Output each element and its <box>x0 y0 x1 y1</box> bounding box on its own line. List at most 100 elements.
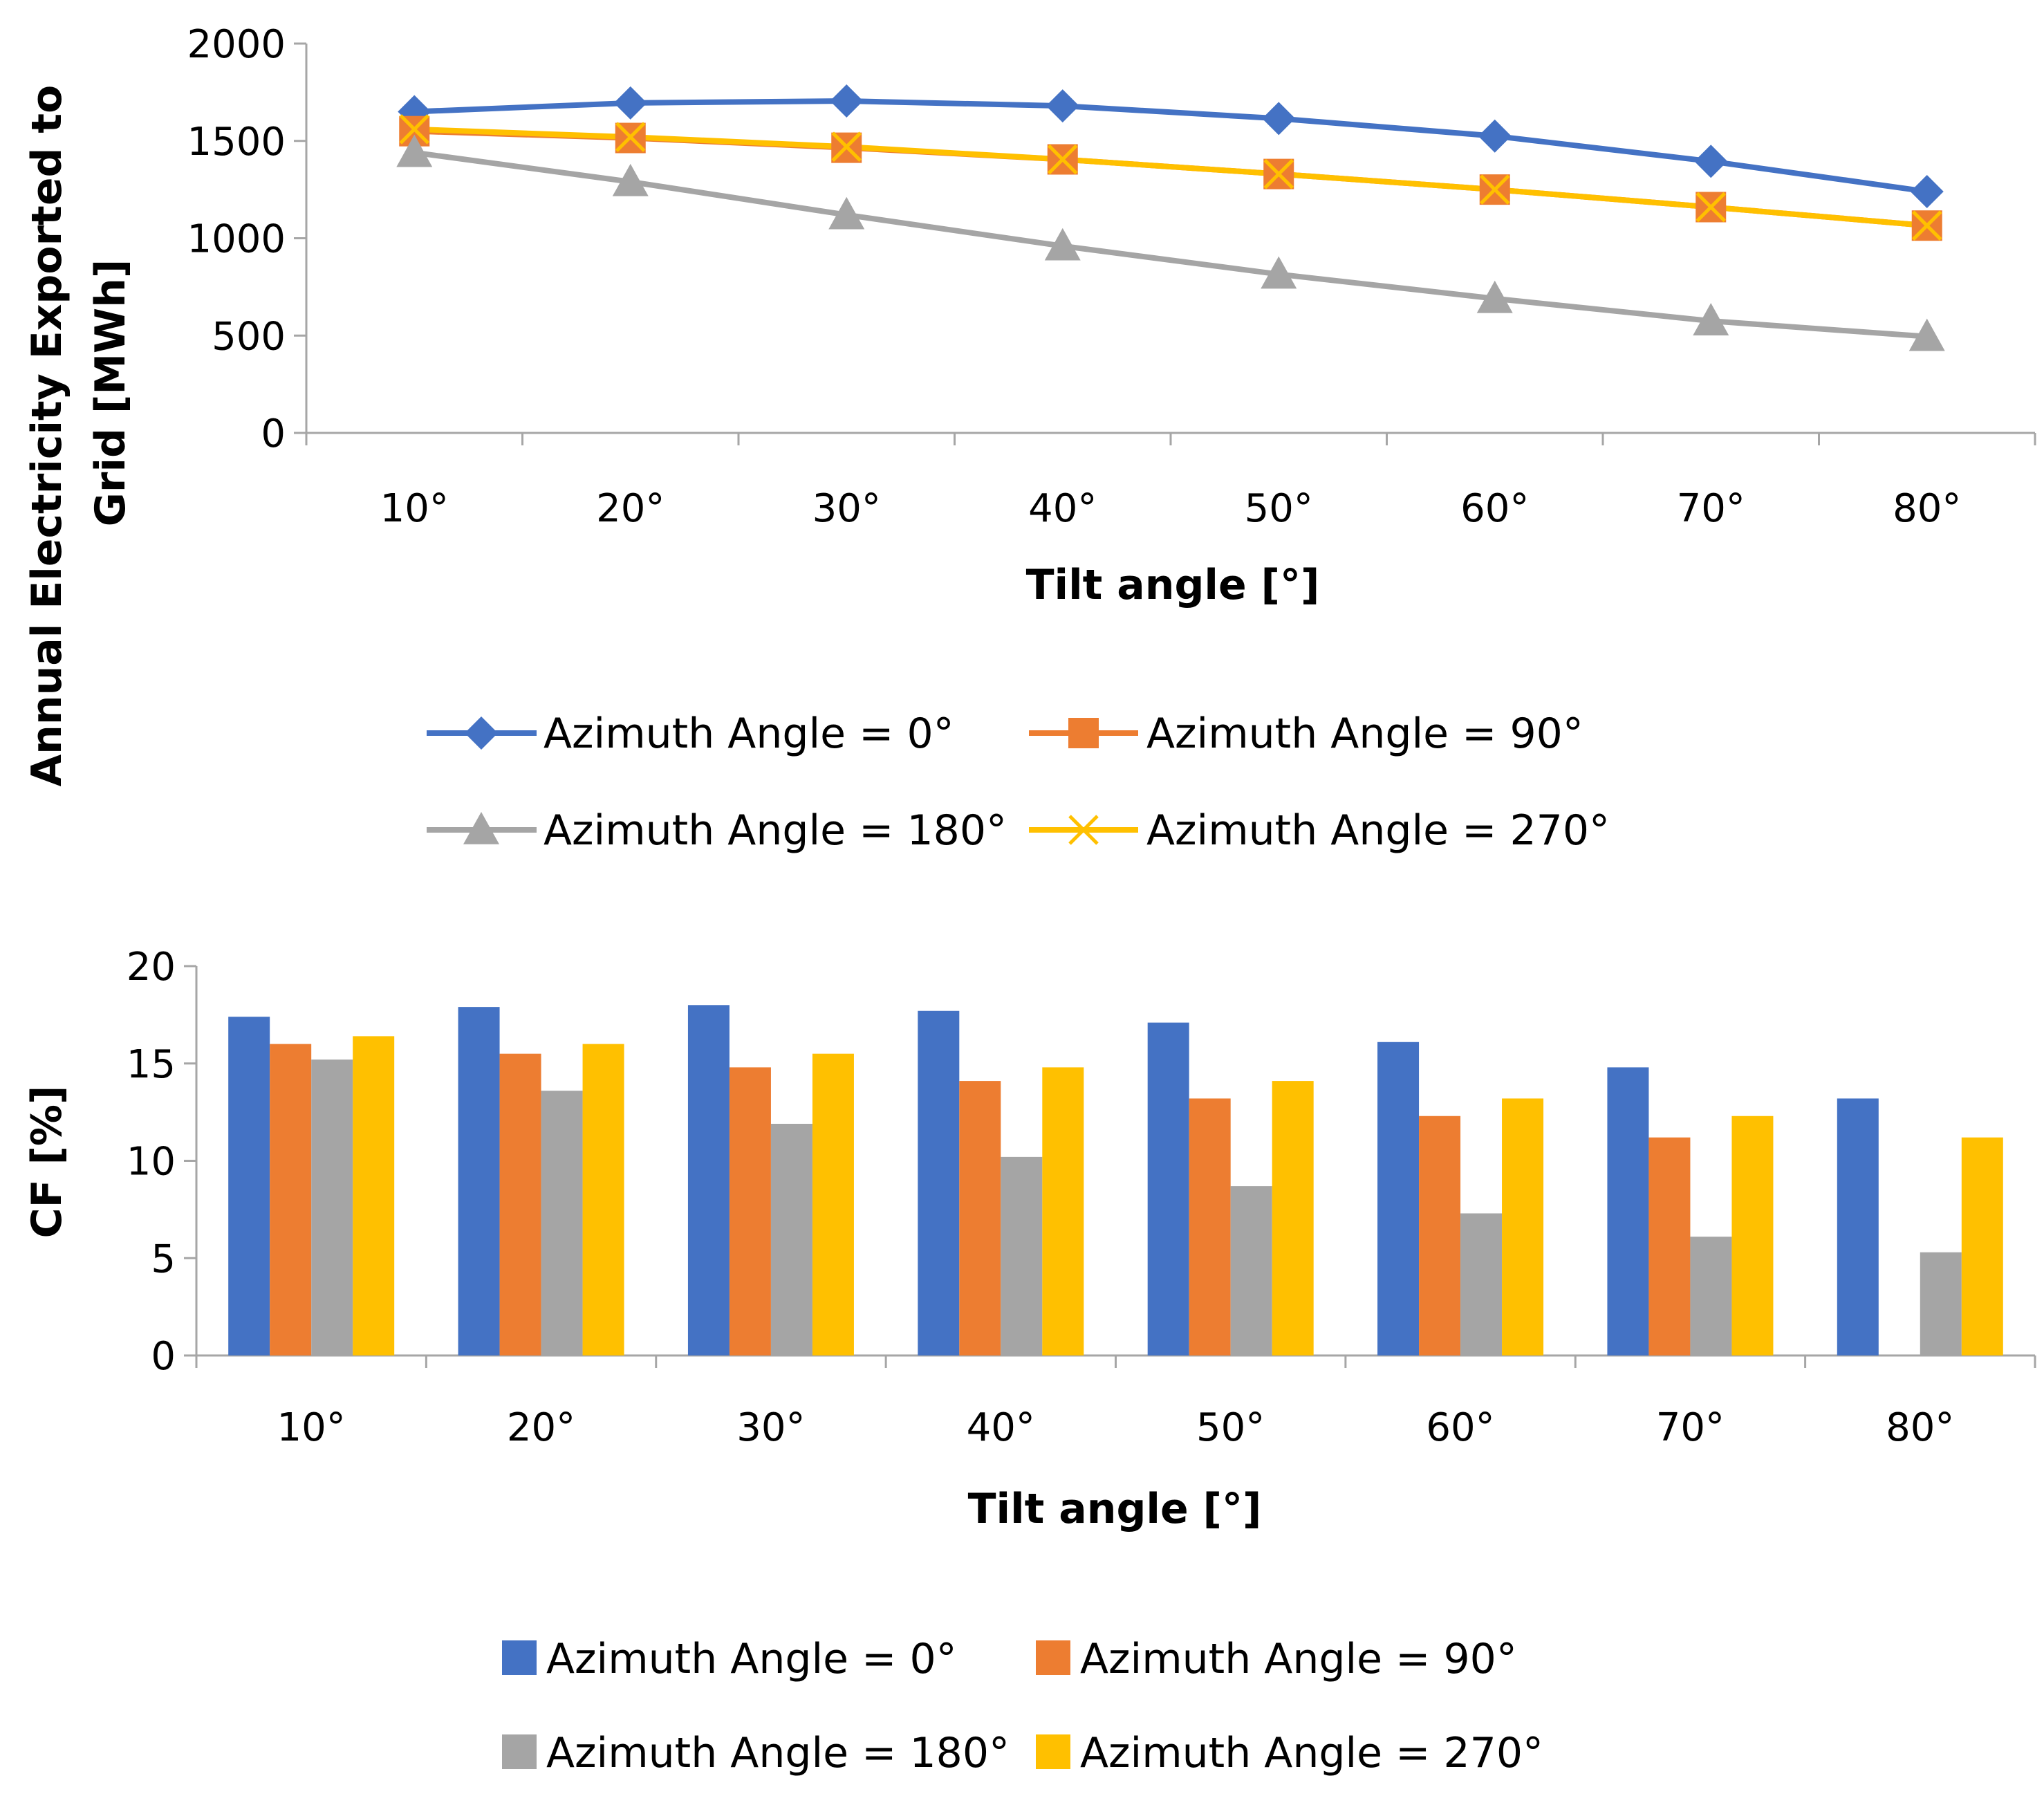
legend-item-1: Azimuth Angle = 90° <box>1029 710 1583 758</box>
legend-marker-0 <box>465 716 498 750</box>
line-y-tick-label: 1500 <box>187 120 286 165</box>
data-point-marker <box>1910 174 1944 208</box>
bar-x-tick-label: 40° <box>967 1405 1035 1450</box>
legend-label-1: Azimuth Angle = 90° <box>1146 710 1583 758</box>
bar-3 <box>353 1036 395 1355</box>
line-x-tick-label: 70° <box>1677 486 1745 531</box>
bar-legend-item-0: Azimuth Angle = 0° <box>502 1635 957 1683</box>
line-x-tick-label: 20° <box>596 486 665 531</box>
legend-marker-1 <box>1068 718 1099 748</box>
bar-x-tick-label: 20° <box>507 1405 575 1450</box>
bar-chart-x-axis-title: Tilt angle [°] <box>968 1485 1262 1533</box>
data-point-marker <box>615 122 646 152</box>
line-x-tick-label: 30° <box>812 486 881 531</box>
bar-chart: 0 5 10 15 20 10° 20° 30° 40° 50° 60° 70° 80° Tilt an… <box>23 945 2036 1777</box>
line-series-0 <box>414 98 1928 194</box>
bar-3 <box>1272 1081 1314 1355</box>
bar-legend-item-2: Azimuth Angle = 180° <box>502 1729 1010 1777</box>
data-point-marker <box>1693 303 1729 335</box>
bar-0 <box>1147 1022 1189 1355</box>
line-chart-axes <box>294 42 2036 445</box>
legend-marker-3 <box>1068 815 1099 845</box>
bar-0 <box>918 1010 960 1355</box>
legend-item-3: Azimuth Angle = 270° <box>1029 806 1610 855</box>
bar-2 <box>1001 1156 1043 1355</box>
data-point-marker <box>396 134 433 167</box>
bar-chart-y-axis-title: CF [%] <box>23 1086 71 1239</box>
bar-1 <box>1648 1137 1691 1355</box>
legend-marker-shape <box>465 716 498 750</box>
legend-label-2: Azimuth Angle = 180° <box>543 806 1007 855</box>
line-x-tick-label: 50° <box>1245 486 1313 531</box>
bar-legend-swatch-3 <box>1036 1734 1070 1769</box>
bar-x-tick-label: 80° <box>1886 1405 1954 1450</box>
bar-x-tick-label: 60° <box>1426 1405 1494 1450</box>
legend-marker-shape <box>1068 815 1099 845</box>
legend-item-2: Azimuth Angle = 180° <box>427 806 1007 855</box>
bar-2 <box>1690 1237 1732 1355</box>
bar-legend-label-3: Azimuth Angle = 270° <box>1080 1729 1543 1777</box>
bar-0 <box>687 1005 730 1355</box>
data-point-marker <box>1044 228 1081 261</box>
bar-2 <box>1230 1186 1272 1355</box>
line-chart-x-axis-title: Tilt angle [°] <box>1026 561 1320 609</box>
bar-3 <box>1042 1067 1084 1355</box>
bar-legend-label-1: Azimuth Angle = 90° <box>1080 1635 1517 1683</box>
bar-legend-item-3: Azimuth Angle = 270° <box>1036 1729 1543 1777</box>
legend-label-3: Azimuth Angle = 270° <box>1146 806 1610 855</box>
bar-x-tick-label: 50° <box>1196 1405 1265 1450</box>
data-point-marker <box>1694 145 1728 178</box>
line-x-tick-label: 80° <box>1893 486 1961 531</box>
series-line-3 <box>414 126 1928 229</box>
line-chart-tick-labels: 0 500 1000 1500 2000 10° 20° 30° 40° 50° 60° 70° 80° <box>187 22 1961 531</box>
bar-3 <box>1961 1137 2003 1355</box>
line-chart-legend: Azimuth Angle = 0° Azimuth Angle = 90° A… <box>427 710 1610 855</box>
bar-y-tick-label: 20 <box>127 945 176 990</box>
line-y-tick-label: 1000 <box>187 217 286 262</box>
bar-2 <box>1920 1252 1962 1355</box>
bar-0 <box>1607 1067 1649 1355</box>
bar-legend-item-1: Azimuth Angle = 90° <box>1036 1635 1517 1683</box>
data-point-marker <box>831 131 862 162</box>
bar-0 <box>458 1007 500 1355</box>
line-y-tick-label: 2000 <box>187 22 286 67</box>
line-series-markers-2 <box>396 134 1945 351</box>
line-y-tick-label: 500 <box>212 314 286 359</box>
bar-3 <box>1502 1098 1544 1355</box>
bar-y-tick-label: 15 <box>127 1042 176 1087</box>
series-line-2 <box>414 149 1928 340</box>
line-series-markers-3 <box>399 114 1942 241</box>
bar-y-tick-label: 0 <box>151 1334 176 1379</box>
legend-item-0: Azimuth Angle = 0° <box>427 710 954 758</box>
bar-legend-label-2: Azimuth Angle = 180° <box>546 1729 1010 1777</box>
data-point-marker <box>830 84 864 118</box>
bar-legend-swatch-0 <box>502 1640 537 1675</box>
line-series-2 <box>414 149 1928 340</box>
bar-x-tick-label: 30° <box>736 1405 805 1450</box>
bar-2 <box>1460 1213 1503 1355</box>
data-point-marker <box>1261 256 1297 289</box>
bar-x-tick-label: 10° <box>277 1405 346 1450</box>
bar-2 <box>541 1091 583 1355</box>
line-y-tick-label: 0 <box>261 411 286 456</box>
bar-chart-legend: Azimuth Angle = 0° Azimuth Angle = 90° A… <box>502 1635 1543 1777</box>
bar-chart-bars <box>228 1005 2003 1355</box>
series-line-0 <box>414 98 1928 194</box>
bar-legend-swatch-2 <box>502 1734 537 1769</box>
data-point-marker <box>612 163 649 196</box>
legend-marker-2 <box>463 812 499 844</box>
line-chart-y-axis-title-line1: Annual Electricity Exported to <box>23 85 71 787</box>
bar-3 <box>1731 1116 1774 1355</box>
bar-chart-tick-labels: 0 5 10 15 20 10° 20° 30° 40° 50° 60° 70° 80° <box>127 945 1955 1450</box>
data-point-marker <box>1046 89 1079 123</box>
bar-y-tick-label: 10 <box>127 1140 176 1185</box>
data-point-marker <box>1695 192 1727 223</box>
line-chart-series <box>396 84 1945 351</box>
data-point-marker <box>1263 158 1294 189</box>
data-point-marker <box>1262 102 1296 136</box>
bar-3 <box>582 1044 624 1355</box>
bar-1 <box>1419 1116 1461 1355</box>
bar-2 <box>311 1059 353 1355</box>
